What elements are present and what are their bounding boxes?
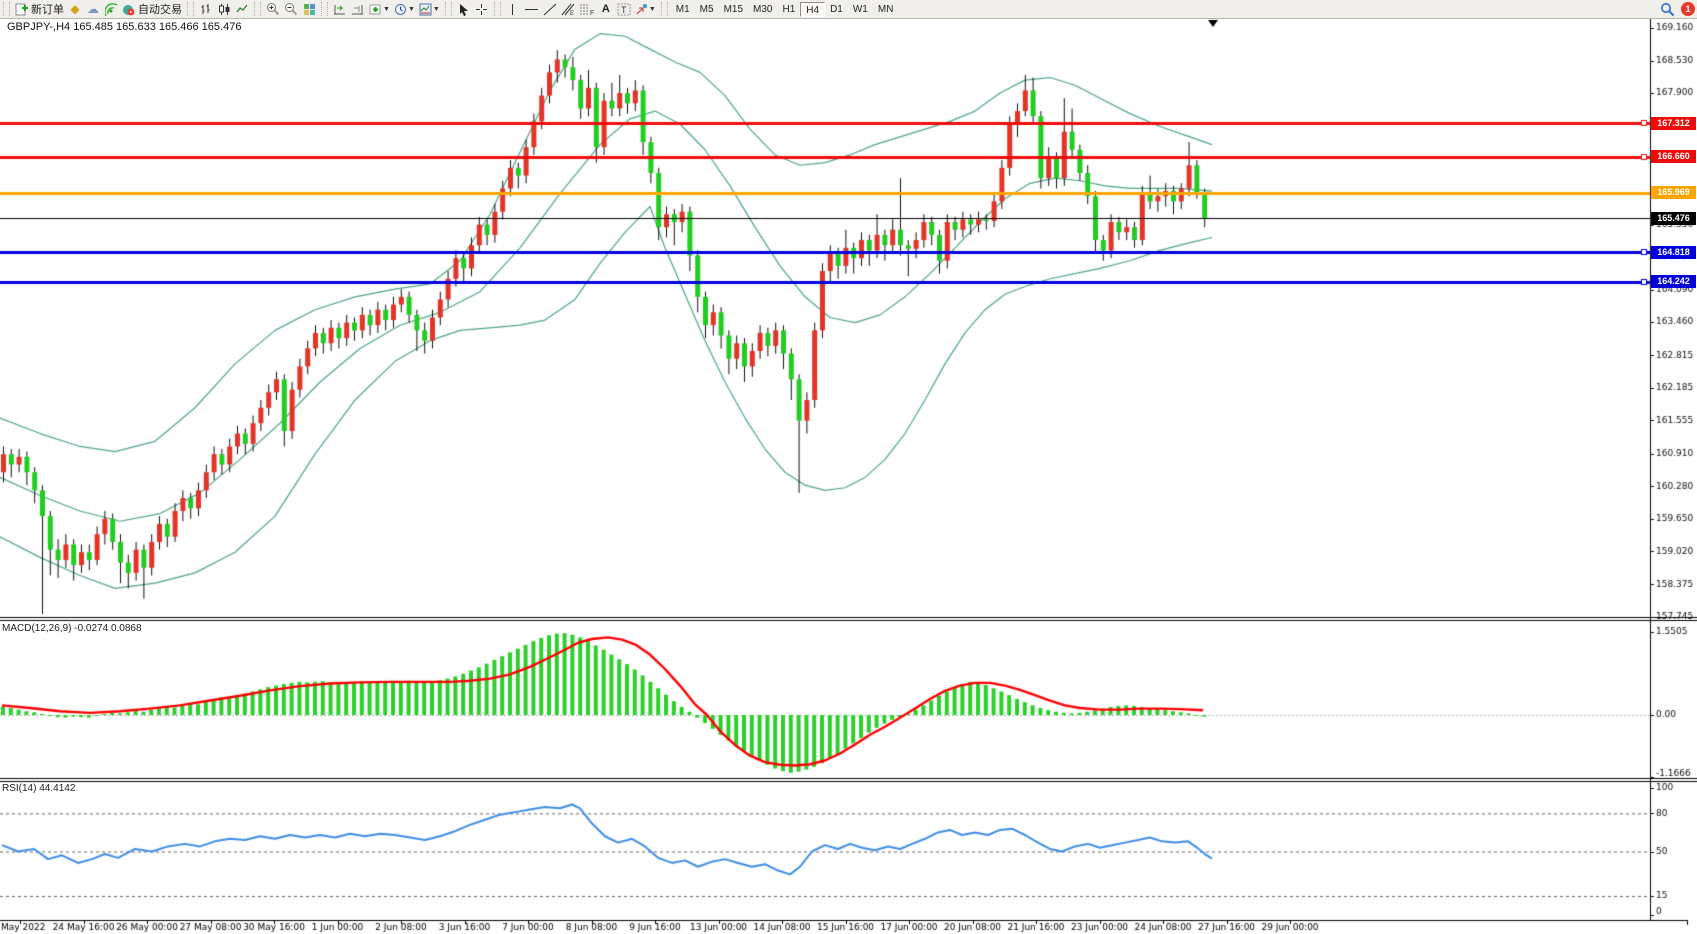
tab-timeframe-m15[interactable]: M15	[723, 3, 744, 15]
zoom-out-button[interactable]	[282, 1, 300, 17]
add-indicator-icon	[369, 4, 381, 14]
caret-down-icon: ▼	[383, 5, 390, 13]
tab-timeframe-m1[interactable]: M1	[675, 3, 690, 15]
new-order-button[interactable]: 新订单	[13, 1, 66, 17]
fibonacci-icon: F	[579, 4, 594, 16]
periods-clock-icon	[394, 3, 406, 15]
macd-indicator-label: MACD(12,26,9) -0.0274 0.0868	[2, 623, 142, 634]
text-button[interactable]: A	[597, 1, 615, 17]
toolbar-grip[interactable]	[444, 2, 452, 16]
navigator-icon: ☁	[87, 2, 99, 16]
vertical-line-icon	[512, 3, 514, 15]
svg-text:T: T	[621, 5, 627, 15]
caret-down-icon: ▼	[407, 5, 415, 13]
tab-timeframe-mn[interactable]: MN	[877, 3, 894, 15]
tile-windows-icon	[303, 3, 315, 15]
vertical-line-button[interactable]	[504, 1, 522, 17]
new-order-label: 新订单	[31, 4, 64, 16]
notification-badge[interactable]: 1	[1681, 2, 1695, 16]
shift-end-button[interactable]	[331, 1, 349, 17]
autotrade-button[interactable]: 自动交易	[120, 1, 184, 17]
text-icon: A	[601, 3, 610, 15]
market-watch-icon: ◆	[70, 2, 80, 16]
horizontal-line-button[interactable]	[522, 1, 541, 17]
symbol-ohlc-label: GBPJPY-,H4 165.485 165.633 165.466 165.4…	[7, 21, 242, 33]
templates-button[interactable]: ▼	[417, 1, 442, 17]
toolbar-grip[interactable]	[660, 2, 668, 16]
crosshair-button[interactable]	[473, 1, 491, 17]
hline-price-badge[interactable]: 167.312	[1651, 116, 1696, 130]
trendline-icon	[543, 3, 557, 15]
hline-price-badge[interactable]: 164.818	[1651, 245, 1696, 259]
channel-icon: E	[561, 3, 575, 16]
horizontal-line-icon	[524, 8, 538, 10]
bar-chart-icon	[201, 3, 209, 14]
cursor-button[interactable]	[455, 1, 473, 17]
candle-chart-icon	[218, 3, 229, 15]
trendline-button[interactable]	[541, 1, 559, 17]
signal-icon	[104, 2, 117, 16]
periods-button[interactable]: ▼	[392, 1, 417, 17]
autotrade-label: 自动交易	[138, 4, 182, 16]
arrows-icon	[636, 3, 647, 14]
tab-timeframe-m30[interactable]: M30	[753, 3, 773, 15]
toolbar-grip[interactable]	[254, 2, 261, 16]
svg-text:E: E	[570, 11, 574, 16]
toolbar-grip[interactable]	[493, 2, 501, 16]
crosshair-icon	[476, 3, 488, 15]
zoom-in-icon	[267, 3, 280, 16]
auto-shift-button[interactable]	[349, 1, 367, 17]
auto-shift-icon	[352, 4, 363, 14]
bar-chart-button[interactable]	[197, 1, 215, 17]
shift-end-icon	[334, 4, 345, 14]
tab-timeframe-m5[interactable]: M5	[699, 3, 714, 15]
tab-timeframe-h4[interactable]: H4	[800, 1, 826, 17]
caret-down-icon: ▼	[432, 5, 440, 13]
arrows-button[interactable]: ▼	[633, 1, 658, 17]
search-button[interactable]	[1658, 1, 1677, 17]
text-label-icon: T	[617, 3, 631, 15]
toolbar-grip[interactable]	[321, 2, 328, 16]
search-icon	[1661, 2, 1675, 16]
text-label-button[interactable]: T	[615, 1, 633, 17]
tab-timeframe-w1[interactable]: W1	[852, 3, 868, 15]
zoom-in-button[interactable]	[264, 1, 282, 17]
new-order-icon	[15, 3, 28, 15]
zoom-out-icon	[285, 3, 298, 16]
navigator-button[interactable]: ☁	[84, 1, 102, 17]
rsi-indicator-label: RSI(14) 44.4142	[2, 783, 76, 794]
price-chart-canvas[interactable]	[0, 18, 1697, 934]
current-price-badge: 165.476	[1651, 211, 1696, 225]
add-indicator-button[interactable]: ▼	[367, 1, 392, 17]
tab-timeframe-h1[interactable]: H1	[782, 3, 796, 15]
hline-price-badge[interactable]: 165.969	[1651, 186, 1696, 200]
tab-timeframe-d1[interactable]: D1	[830, 3, 843, 15]
autotrade-icon	[123, 4, 135, 15]
hline-price-badge[interactable]: 164.242	[1651, 275, 1696, 289]
toolbar-grip[interactable]	[3, 2, 10, 16]
line-chart-icon	[235, 4, 248, 12]
tile-windows-button[interactable]	[300, 1, 318, 17]
main-toolbar: 新订单 ◆ ☁ 自动交易 ▼ ▼ ▼	[0, 0, 1697, 19]
line-chart-button[interactable]	[233, 1, 251, 17]
signal-button[interactable]	[102, 1, 120, 17]
caret-down-icon: ▼	[648, 5, 656, 13]
cursor-icon	[460, 3, 469, 16]
fibonacci-button[interactable]: F	[577, 1, 597, 17]
channel-button[interactable]: E	[559, 1, 577, 17]
hline-price-badge[interactable]: 166.660	[1651, 150, 1696, 164]
toolbar-grip[interactable]	[187, 2, 194, 16]
candle-chart-button[interactable]	[215, 1, 233, 17]
templates-icon	[419, 3, 432, 15]
svg-text:F: F	[590, 10, 594, 16]
market-watch-button[interactable]: ◆	[66, 1, 84, 17]
